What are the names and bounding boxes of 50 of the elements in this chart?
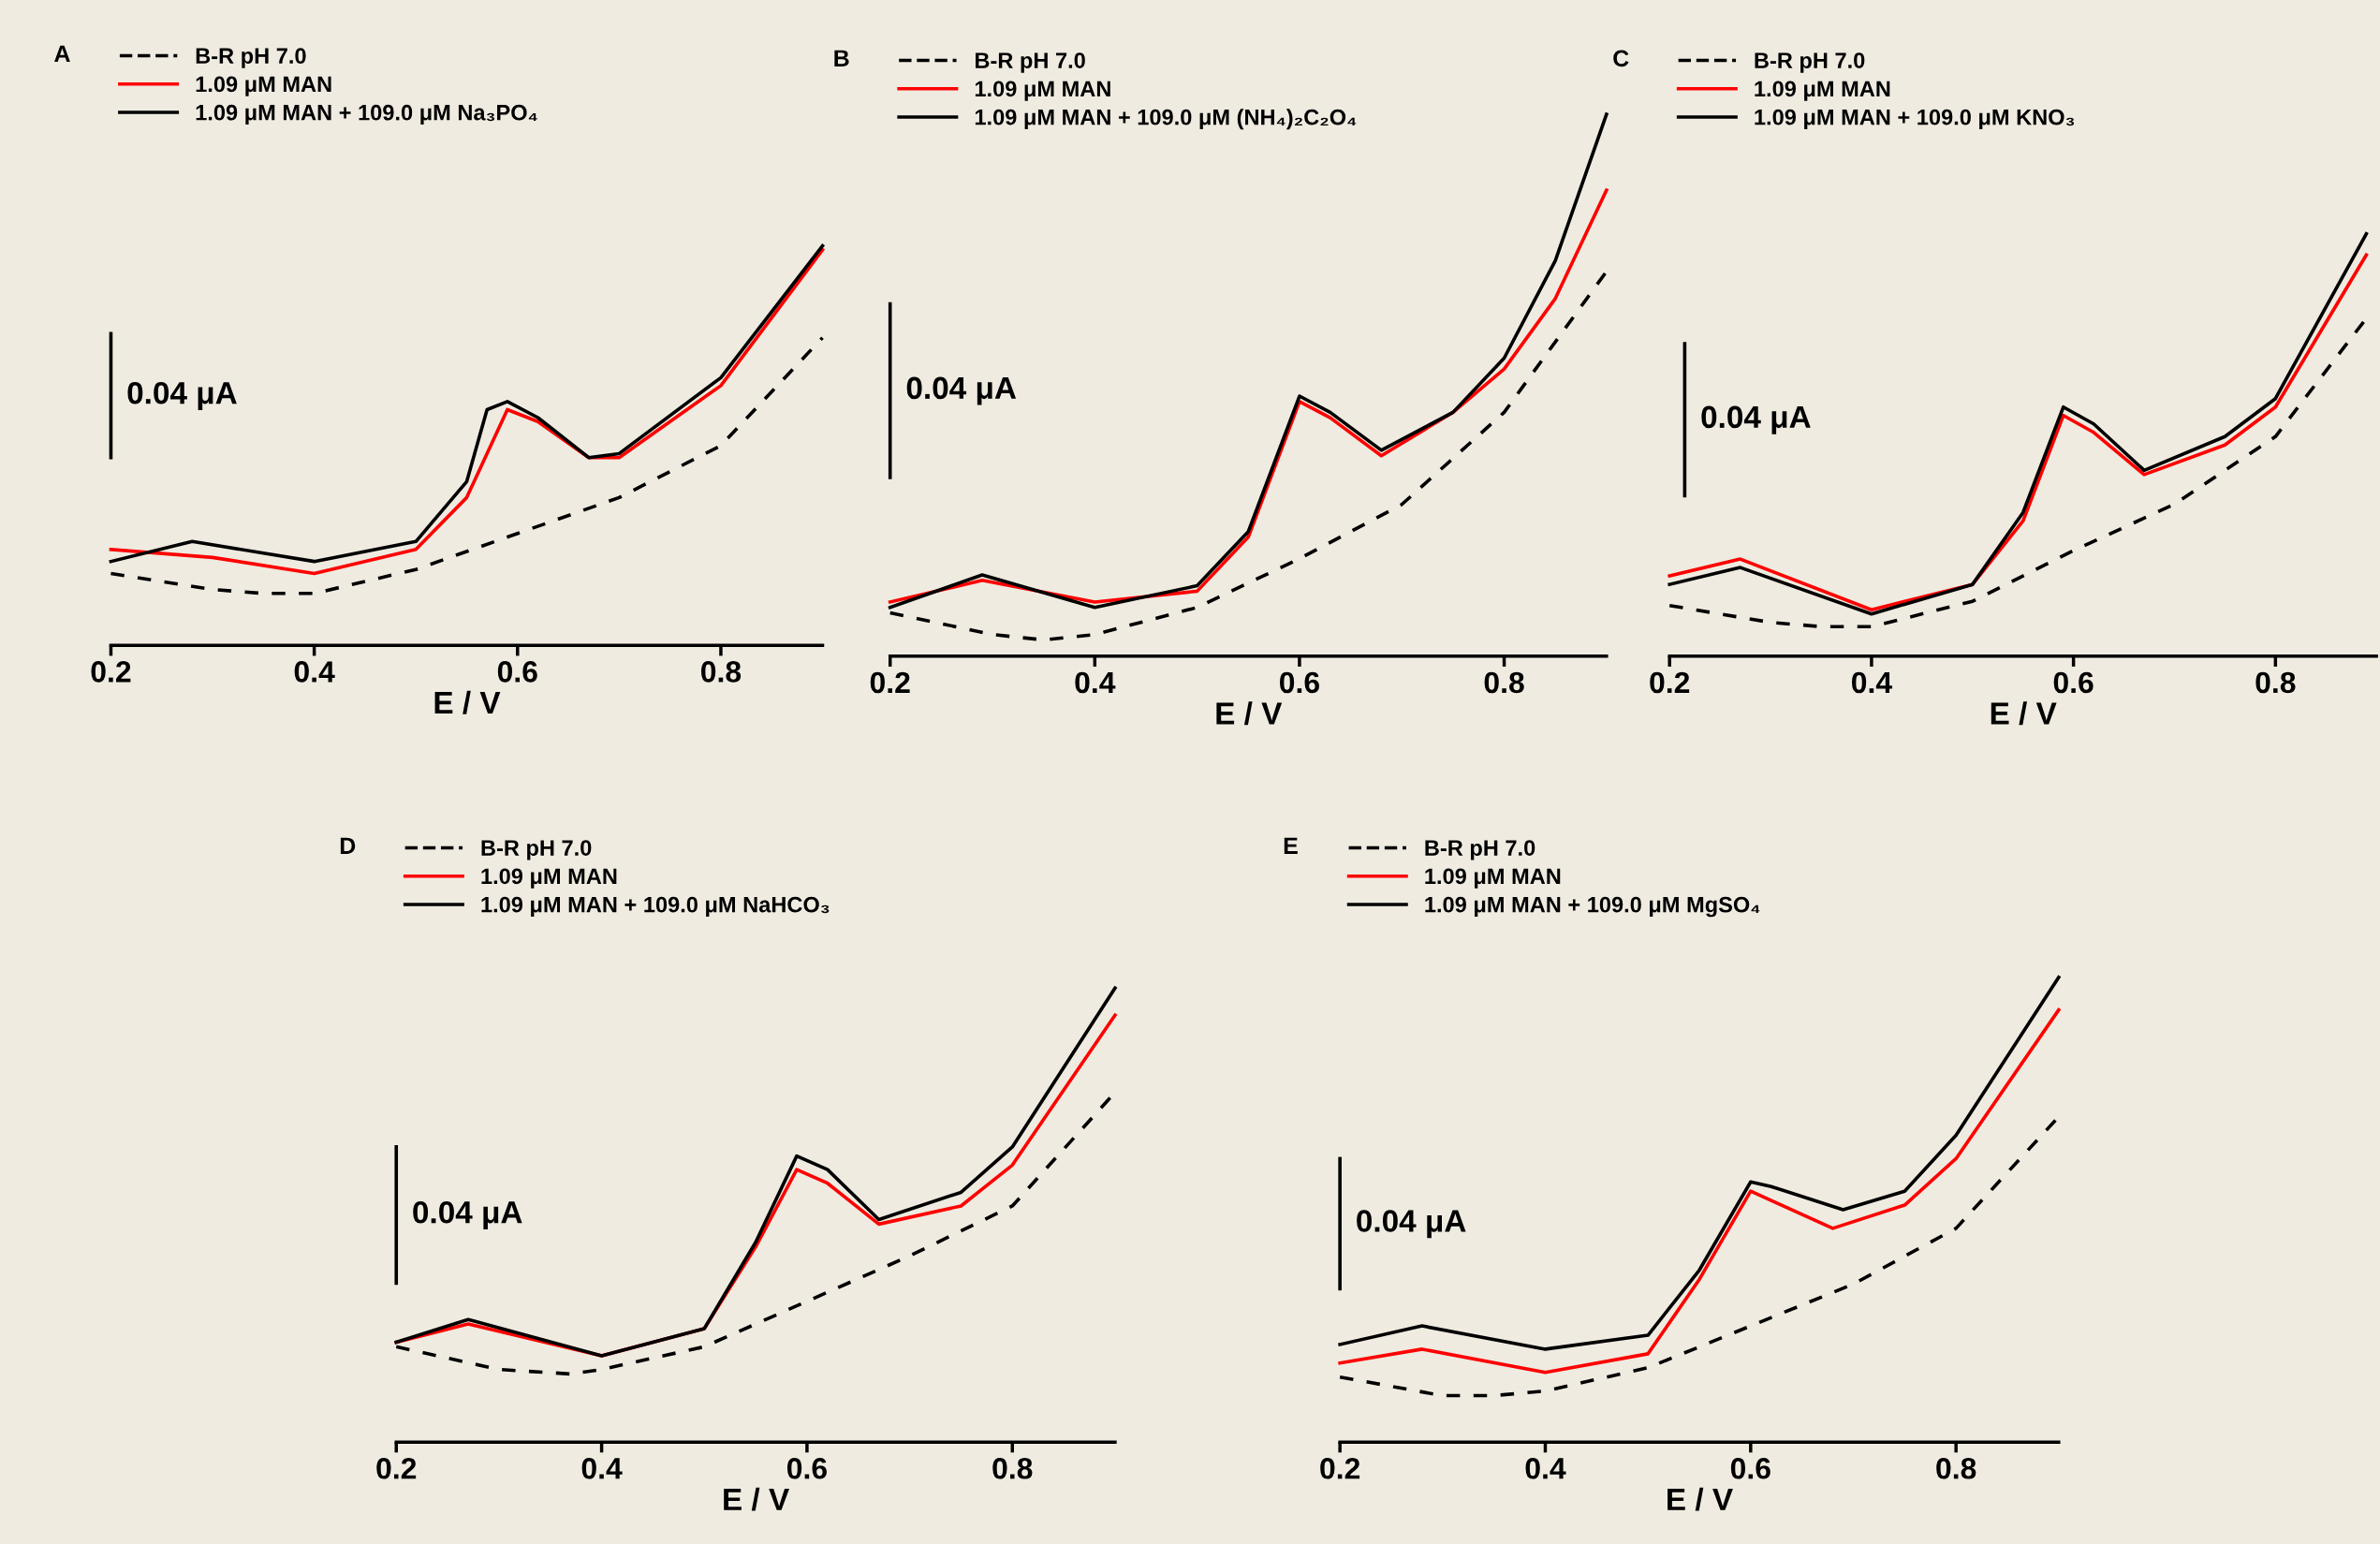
x-tick-label: 0.8: [701, 661, 742, 683]
x-tick-label: 0.2: [1320, 1457, 1360, 1479]
annotation: 0.04 μA: [1357, 1210, 1466, 1239]
x-tick-label: 0.2: [376, 1457, 417, 1479]
legend-label: 1.09 μM MAN: [1755, 81, 1890, 101]
x-axis-title: E / V: [434, 690, 501, 714]
x-tick-label: 0.2: [870, 671, 910, 694]
x-tick-label: 0.6: [1730, 1457, 1770, 1479]
legend-label: B-R pH 7.0: [481, 840, 592, 860]
legend-label: B-R pH 7.0: [976, 52, 1085, 73]
legend-label: B-R pH 7.0: [1755, 52, 1865, 73]
x-axis-title: E / V: [1216, 701, 1283, 726]
x-tick-label: 0.4: [294, 661, 335, 683]
x-tick-label: 0.6: [786, 1457, 827, 1479]
x-tick-label: 0.8: [1484, 671, 1524, 694]
legend-label: 1.09 μM MAN: [196, 76, 331, 96]
x-axis-title: E / V: [724, 1487, 789, 1511]
legend-label: 1.09 μM MAN + 109.0 μM Na₃PO₄: [196, 104, 537, 125]
x-axis-title: E / V: [1667, 1487, 1733, 1511]
x-tick-label: 0.6: [2053, 671, 2094, 694]
x-tick-label: 0.2: [91, 661, 131, 683]
chart-title: B: [834, 50, 849, 66]
legend-label: B-R pH 7.0: [1425, 840, 1535, 860]
legend-label: B-R pH 7.0: [196, 48, 306, 68]
x-tick-label: 0.6: [497, 661, 537, 683]
x-tick-label: 0.8: [992, 1457, 1033, 1479]
legend-label: 1.09 μM MAN: [1425, 868, 1561, 889]
x-axis-title: E / V: [1991, 701, 2057, 726]
legend-label: 1.09 μM MAN + 109.0 μM NaHCO₃: [481, 896, 830, 918]
x-tick-label: 0.6: [1279, 671, 1319, 694]
chart-title: D: [340, 837, 356, 854]
chart-title: E: [1284, 837, 1298, 854]
legend-label: 1.09 μM MAN + 109.0 μM KNO₃: [1755, 109, 2075, 130]
legend-label: 1.09 μM MAN + 109.0 μM MgSO₄: [1425, 896, 1760, 918]
annotation: 0.04 μA: [127, 381, 237, 410]
chart-title: C: [1613, 50, 1629, 67]
legend-label: 1.09 μM MAN: [481, 868, 617, 889]
chart-title: A: [54, 45, 70, 62]
legend-label: 1.09 μM MAN + 109.0 μM (NH₄)₂C₂O₄: [975, 109, 1357, 130]
x-tick-label: 0.4: [1525, 1457, 1566, 1479]
x-tick-label: 0.8: [2255, 671, 2296, 694]
x-tick-label: 0.4: [1851, 671, 1892, 694]
x-tick-label: 0.4: [581, 1457, 623, 1479]
x-tick-label: 0.8: [1936, 1457, 1976, 1479]
annotation: 0.04 μA: [1701, 405, 1811, 434]
annotation: 0.04 μA: [906, 376, 1017, 405]
legend-label: 1.09 μM MAN: [975, 81, 1110, 101]
x-tick-label: 0.2: [1650, 671, 1690, 694]
x-tick-label: 0.4: [1075, 671, 1116, 694]
annotation: 0.04 μA: [413, 1201, 522, 1230]
